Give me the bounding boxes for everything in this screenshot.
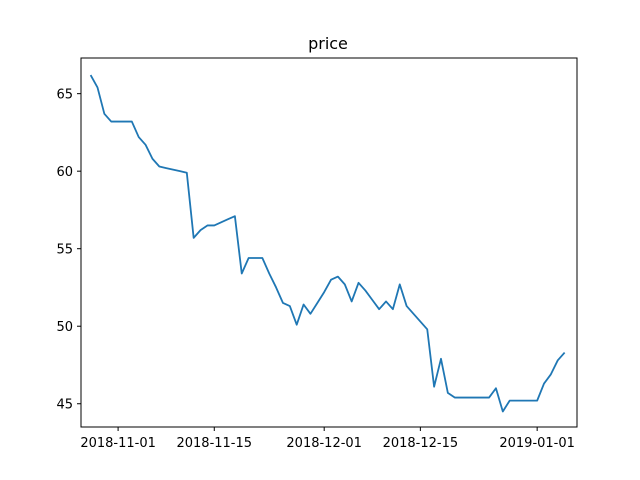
x-tick-label: 2018-12-15: [383, 436, 459, 451]
x-tick-label: 2018-12-01: [286, 436, 362, 451]
y-tick-label: 65: [56, 88, 73, 103]
x-axis: 2018-11-01 2018-11-15 2018-12-01 2018-12-15…: [80, 427, 575, 451]
y-tick-label: 60: [56, 165, 73, 180]
plot-frame: [80, 57, 578, 428]
y-tick-label: 55: [56, 243, 73, 258]
x-tick-label: 2018-11-01: [80, 436, 156, 451]
x-tick-label: 2019-01-01: [499, 436, 575, 451]
y-tick-label: 45: [56, 398, 73, 413]
x-tick-label: 2018-11-15: [176, 436, 252, 451]
price-line: [89, 74, 566, 413]
chart-title: price: [308, 34, 348, 53]
y-tick-label: 50: [56, 320, 73, 335]
y-axis: 45 50 55 60 65: [56, 88, 81, 413]
